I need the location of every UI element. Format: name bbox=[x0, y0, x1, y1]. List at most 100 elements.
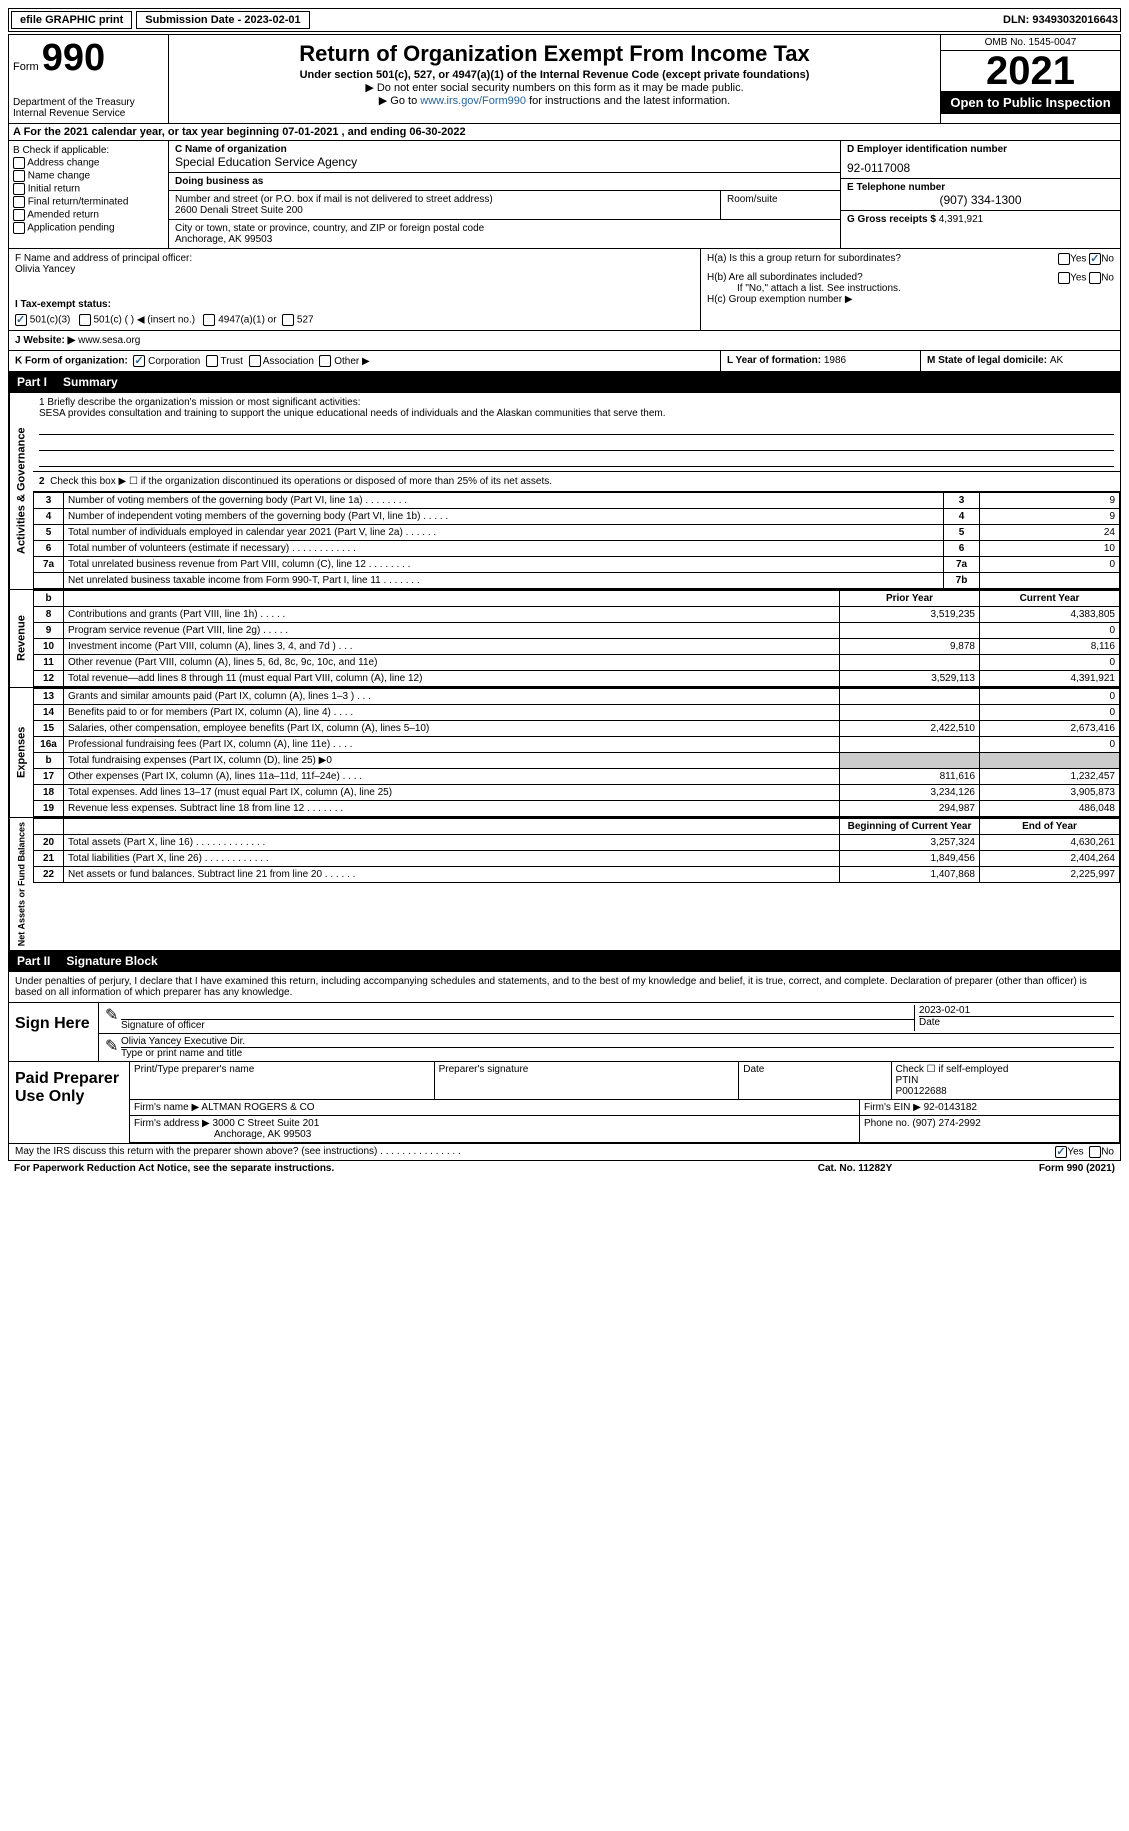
netassets-side-label: Net Assets or Fund Balances bbox=[9, 818, 33, 950]
k-opt-checkbox[interactable] bbox=[249, 355, 261, 367]
hb-no-checkbox[interactable] bbox=[1089, 272, 1101, 284]
b-check-item[interactable]: Address change bbox=[13, 157, 164, 169]
irs-link[interactable]: www.irs.gov/Form990 bbox=[420, 95, 526, 107]
sign-here-label: Sign Here bbox=[9, 1003, 99, 1061]
table-row: 20Total assets (Part X, line 16) . . . .… bbox=[34, 835, 1120, 851]
efile-button[interactable]: efile GRAPHIC print bbox=[11, 11, 132, 29]
discuss-row: May the IRS discuss this return with the… bbox=[8, 1144, 1121, 1161]
org-name: Special Education Service Agency bbox=[175, 155, 834, 169]
cat-number: Cat. No. 11282Y bbox=[755, 1163, 955, 1174]
b-check-item[interactable]: Application pending bbox=[13, 222, 164, 234]
discuss-no-checkbox[interactable] bbox=[1089, 1146, 1101, 1158]
pen-icon: ✎ bbox=[105, 1036, 121, 1059]
4947-checkbox[interactable] bbox=[203, 314, 215, 326]
state-domicile: AK bbox=[1050, 355, 1063, 366]
submission-label: Submission Date - bbox=[145, 14, 244, 26]
city-value: Anchorage, AK 99503 bbox=[175, 234, 834, 245]
officer-name: Olivia Yancey bbox=[15, 264, 694, 275]
part-1-header: Part I Summary bbox=[8, 372, 1121, 393]
table-row: 15Salaries, other compensation, employee… bbox=[34, 721, 1120, 737]
ha-no-checkbox[interactable] bbox=[1089, 253, 1101, 265]
revenue-table: bPrior YearCurrent Year8Contributions an… bbox=[33, 590, 1120, 687]
i-label: I Tax-exempt status: bbox=[15, 299, 111, 310]
gross-receipts: 4,391,921 bbox=[939, 214, 984, 225]
b-check-item[interactable]: Amended return bbox=[13, 209, 164, 221]
row-j: J Website: ▶ www.sesa.org bbox=[8, 331, 1121, 351]
sig-officer-label: Signature of officer bbox=[121, 1019, 914, 1031]
row-a-tax-year: A For the 2021 calendar year, or tax yea… bbox=[8, 124, 1121, 141]
form-header: Form 990 Department of the Treasury Inte… bbox=[8, 34, 1121, 124]
phone-value: (907) 334-1300 bbox=[847, 193, 1114, 207]
table-row: bTotal fundraising expenses (Part IX, co… bbox=[34, 753, 1120, 769]
table-row: 11Other revenue (Part VIII, column (A), … bbox=[34, 655, 1120, 671]
officer-name-title: Olivia Yancey Executive Dir. bbox=[121, 1036, 1114, 1047]
activities-side-label: Activities & Governance bbox=[9, 393, 33, 589]
k-label: K Form of organization: bbox=[15, 356, 128, 367]
section-fh: F Name and address of principal officer:… bbox=[8, 249, 1121, 331]
subtitle-1: Under section 501(c), 527, or 4947(a)(1)… bbox=[173, 69, 936, 81]
k-opt-checkbox[interactable] bbox=[206, 355, 218, 367]
prep-date-label: Date bbox=[739, 1062, 891, 1100]
ha-yes-checkbox[interactable] bbox=[1058, 253, 1070, 265]
form-title: Return of Organization Exempt From Incom… bbox=[173, 41, 936, 67]
hc-label: H(c) Group exemption number ▶ bbox=[707, 294, 1114, 305]
date-label: Date bbox=[919, 1016, 1114, 1028]
table-row: Net unrelated business taxable income fr… bbox=[34, 573, 1120, 589]
b-check-item[interactable]: Final return/terminated bbox=[13, 196, 164, 208]
b-label: B Check if applicable: bbox=[13, 145, 164, 156]
ptin-value: P00122688 bbox=[896, 1086, 947, 1097]
revenue-section: Revenue bPrior YearCurrent Year8Contribu… bbox=[8, 590, 1121, 688]
section-bcdeg: B Check if applicable: Address change Na… bbox=[8, 141, 1121, 249]
name-title-label: Type or print name and title bbox=[121, 1047, 1114, 1059]
firm-addr2: Anchorage, AK 99503 bbox=[214, 1129, 311, 1140]
suite-label: Room/suite bbox=[720, 191, 840, 219]
prep-sig-label: Preparer's signature bbox=[435, 1062, 740, 1100]
k-opt-checkbox[interactable] bbox=[319, 355, 331, 367]
sign-here-section: Sign Here ✎ Signature of officer 2023-02… bbox=[8, 1003, 1121, 1062]
hb-note: If "No," attach a list. See instructions… bbox=[737, 283, 1114, 294]
expenses-table: 13Grants and similar amounts paid (Part … bbox=[33, 688, 1120, 817]
b-check-item[interactable]: Name change bbox=[13, 170, 164, 182]
dba-label: Doing business as bbox=[175, 176, 834, 187]
firm-addr1: 3000 C Street Suite 201 bbox=[213, 1118, 320, 1129]
g-label: G Gross receipts $ bbox=[847, 214, 939, 225]
street-label: Number and street (or P.O. box if mail i… bbox=[175, 194, 714, 205]
ha-label: H(a) Is this a group return for subordin… bbox=[707, 253, 901, 264]
table-row: 6Total number of volunteers (estimate if… bbox=[34, 541, 1120, 557]
table-row: 21Total liabilities (Part X, line 26) . … bbox=[34, 851, 1120, 867]
form-word: Form bbox=[13, 61, 39, 73]
declaration-text: Under penalties of perjury, I declare th… bbox=[8, 972, 1121, 1003]
table-row: 4Number of independent voting members of… bbox=[34, 509, 1120, 525]
table-row: 10Investment income (Part VIII, column (… bbox=[34, 639, 1120, 655]
dept-label: Department of the Treasury Internal Reve… bbox=[13, 97, 164, 119]
website-value: www.sesa.org bbox=[78, 335, 140, 346]
e-label: E Telephone number bbox=[847, 182, 1114, 193]
table-row: 12Total revenue—add lines 8 through 11 (… bbox=[34, 671, 1120, 687]
activities-section: Activities & Governance 1 Briefly descri… bbox=[8, 393, 1121, 590]
inspection-label: Open to Public Inspection bbox=[941, 91, 1120, 114]
discuss-text: May the IRS discuss this return with the… bbox=[15, 1146, 1055, 1158]
501c3-checkbox[interactable] bbox=[15, 314, 27, 326]
firm-name: ALTMAN ROGERS & CO bbox=[201, 1102, 314, 1113]
c-label: C Name of organization bbox=[175, 144, 834, 155]
sign-date: 2023-02-01 bbox=[919, 1005, 1114, 1016]
table-row: 13Grants and similar amounts paid (Part … bbox=[34, 689, 1120, 705]
501c-checkbox[interactable] bbox=[79, 314, 91, 326]
submission-date-button[interactable]: Submission Date - 2023-02-01 bbox=[136, 11, 309, 29]
table-row: 18Total expenses. Add lines 13–17 (must … bbox=[34, 785, 1120, 801]
year-formation: 1986 bbox=[824, 355, 846, 366]
discuss-yes-checkbox[interactable] bbox=[1055, 1146, 1067, 1158]
table-row: 19Revenue less expenses. Subtract line 1… bbox=[34, 801, 1120, 817]
527-checkbox[interactable] bbox=[282, 314, 294, 326]
hb-yes-checkbox[interactable] bbox=[1058, 272, 1070, 284]
tax-year: 2021 bbox=[941, 51, 1120, 91]
b-check-item[interactable]: Initial return bbox=[13, 183, 164, 195]
k-opt-checkbox[interactable] bbox=[133, 355, 145, 367]
paid-preparer-section: Paid Preparer Use Only Print/Type prepar… bbox=[8, 1062, 1121, 1144]
j-label: J Website: ▶ bbox=[15, 335, 75, 346]
ein-value: 92-0117008 bbox=[847, 161, 1114, 175]
dln-field: DLN: 93493032016643 bbox=[1003, 14, 1118, 26]
table-row: 22Net assets or fund balances. Subtract … bbox=[34, 867, 1120, 883]
expenses-section: Expenses 13Grants and similar amounts pa… bbox=[8, 688, 1121, 818]
table-row: 16aProfessional fundraising fees (Part I… bbox=[34, 737, 1120, 753]
